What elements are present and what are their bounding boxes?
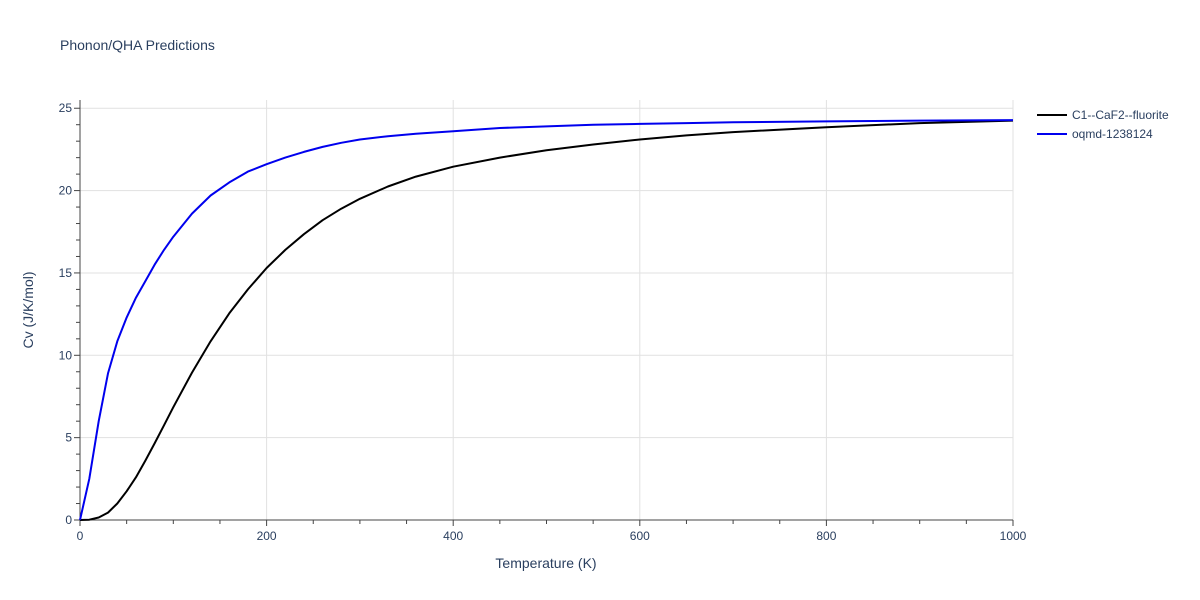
legend-label: C1--CaF2--fluorite (1072, 108, 1169, 122)
series-lines (79, 119, 1014, 521)
x-tick-label: 600 (630, 529, 650, 543)
y-axis-title: Cv (J/K/mol) (20, 272, 36, 349)
x-tick-label: 0 (77, 529, 84, 543)
y-tick-label: 0 (65, 513, 72, 527)
series-line-0 (79, 119, 1014, 521)
chart-title: Phonon/QHA Predictions (60, 37, 215, 53)
x-axis-title: Temperature (K) (495, 555, 596, 571)
y-tick-label: 20 (59, 184, 73, 198)
y-tick-label: 25 (59, 101, 73, 115)
x-tick-label: 800 (816, 529, 836, 543)
x-tick-label: 400 (443, 529, 463, 543)
legend-label: oqmd-1238124 (1072, 127, 1153, 141)
y-tick-label: 5 (65, 431, 72, 445)
x-tick-label: 1000 (1000, 529, 1027, 543)
legend: C1--CaF2--fluorite oqmd-1238124 (1037, 108, 1169, 141)
x-tick-label: 200 (257, 529, 277, 543)
y-tick-label: 15 (59, 266, 73, 280)
axes: 0 200 400 600 800 1000 0 5 10 15 20 25 (59, 100, 1027, 543)
y-tick-label: 10 (59, 348, 73, 362)
series-line-1 (79, 119, 1014, 521)
grid (80, 100, 1014, 520)
